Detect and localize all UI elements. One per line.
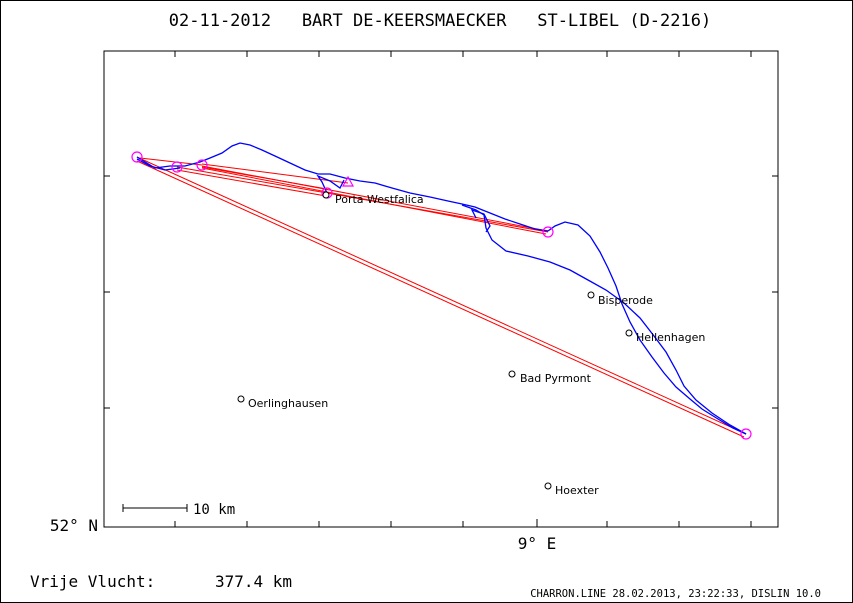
place-label-hoexter: Hoexter	[555, 484, 599, 497]
place-label-hellenhagen: Hellenhagen	[636, 331, 705, 344]
distance-value: 377.4 km	[215, 572, 292, 591]
axis-ticks	[104, 51, 778, 527]
map-frame	[103, 50, 779, 528]
place-label-porta-westfalica: Porta Westfalica	[335, 193, 424, 206]
place-label-bad-pyrmont: Bad Pyrmont	[520, 372, 592, 385]
distance-label: Vrije Vlucht:	[30, 572, 155, 591]
triangle-marker	[341, 175, 355, 187]
oerlinghausen-marker	[237, 395, 245, 403]
hoexter-marker	[544, 482, 552, 490]
place-label-oerlinghausen: Oerlinghausen	[248, 397, 328, 410]
finish-point	[740, 428, 752, 440]
turnpoint-2	[196, 159, 208, 171]
latitude-label: 52° N	[50, 516, 98, 535]
scale-bar	[122, 504, 188, 512]
porta-westfalica-marker	[322, 191, 330, 199]
place-labels: Porta Westfalica Bisperode Hellenhagen B…	[248, 193, 705, 497]
scale-bar-label: 10 km	[193, 502, 235, 518]
longitude-label: 9° E	[518, 534, 557, 553]
hellenhagen-marker	[625, 329, 633, 337]
bad-pyrmont-marker	[508, 370, 516, 378]
task-lines	[136, 156, 747, 438]
bisperode-marker	[587, 291, 595, 299]
credit-line: CHARRON.LINE 28.02.2013, 23:22:33, DISLI…	[530, 588, 821, 600]
turnpoint-4	[542, 226, 554, 238]
flight-track	[136, 142, 747, 435]
start-point	[131, 151, 143, 163]
place-markers	[237, 191, 633, 490]
turnpoint-1	[171, 161, 183, 173]
place-label-bisperode: Bisperode	[598, 294, 653, 307]
flight-title: 02-11-2012 BART DE-KEERSMAECKER ST-LIBEL…	[169, 11, 711, 31]
